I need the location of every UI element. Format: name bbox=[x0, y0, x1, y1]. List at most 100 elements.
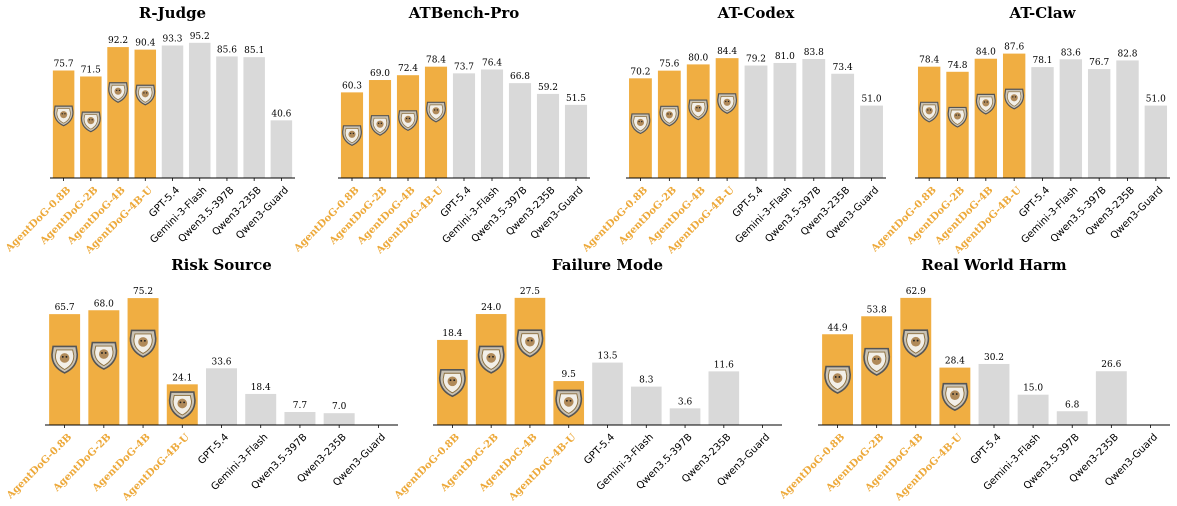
icon-face bbox=[871, 355, 882, 365]
bar bbox=[715, 58, 739, 178]
icon-eye bbox=[143, 339, 146, 342]
value-label: 75.6 bbox=[659, 60, 679, 70]
value-label: 51.0 bbox=[1146, 95, 1166, 105]
value-label: 84.4 bbox=[717, 47, 737, 57]
icon-eye bbox=[696, 107, 698, 109]
value-label: 83.6 bbox=[1061, 48, 1081, 58]
icon-eye bbox=[453, 379, 456, 382]
icon-eye bbox=[405, 117, 408, 120]
x-tick-label: AgentDoG-0.8B bbox=[392, 432, 462, 502]
icon-face bbox=[59, 353, 70, 363]
model-icon bbox=[342, 125, 362, 147]
icon-eye bbox=[641, 120, 643, 123]
chart-title: ATBench-Pro bbox=[408, 4, 520, 22]
icon-eye bbox=[88, 119, 91, 121]
value-label: 7.0 bbox=[332, 402, 347, 412]
icon-eye bbox=[638, 120, 640, 123]
value-label: 74.8 bbox=[947, 61, 967, 71]
icon-face bbox=[665, 111, 673, 119]
bar bbox=[744, 65, 768, 178]
icon-eye bbox=[725, 100, 727, 103]
x-tick-label: AgentDoG-0.8B bbox=[4, 432, 74, 502]
bar bbox=[243, 57, 265, 178]
chart-title: R-Judge bbox=[139, 4, 206, 22]
value-label: 66.8 bbox=[510, 72, 530, 82]
value-label: 65.7 bbox=[55, 303, 75, 313]
x-tick-label: GPT-5.4 bbox=[196, 432, 231, 467]
value-label: 15.0 bbox=[1023, 384, 1043, 394]
icon-eye bbox=[873, 358, 876, 360]
value-label: 27.5 bbox=[520, 287, 540, 297]
icon-face bbox=[447, 376, 458, 387]
value-label: 62.9 bbox=[906, 287, 926, 297]
chart-title: AT-Claw bbox=[1009, 4, 1077, 22]
model-icon bbox=[824, 365, 852, 394]
icon-eye bbox=[65, 355, 68, 358]
value-label: 75.2 bbox=[133, 287, 153, 297]
value-label: 83.8 bbox=[804, 48, 824, 58]
value-label: 85.6 bbox=[217, 45, 237, 55]
value-label: 3.6 bbox=[678, 397, 693, 407]
icon-face bbox=[404, 115, 412, 123]
value-label: 87.6 bbox=[1004, 43, 1024, 53]
icon-eye bbox=[408, 117, 411, 120]
icon-face bbox=[177, 398, 188, 409]
bar bbox=[216, 56, 238, 179]
icon-face bbox=[99, 349, 109, 359]
model-icon bbox=[516, 329, 544, 358]
icon-eye bbox=[1012, 96, 1014, 98]
value-label: 24.1 bbox=[172, 373, 192, 383]
model-icon bbox=[659, 105, 680, 127]
bar bbox=[323, 413, 355, 425]
value-label: 76.7 bbox=[1089, 58, 1109, 68]
model-icon bbox=[108, 82, 129, 103]
icon-face bbox=[636, 118, 645, 127]
model-icon bbox=[168, 391, 196, 420]
value-label: 95.2 bbox=[190, 32, 210, 42]
value-label: 9.5 bbox=[562, 370, 577, 380]
icon-eye bbox=[492, 355, 494, 358]
icon-eye bbox=[527, 339, 530, 342]
value-label: 11.6 bbox=[714, 360, 734, 370]
value-label: 60.3 bbox=[342, 81, 362, 91]
value-label: 92.2 bbox=[108, 36, 128, 46]
icon-face bbox=[953, 112, 962, 120]
model-icon bbox=[919, 101, 940, 123]
bar bbox=[564, 104, 588, 178]
bar bbox=[284, 412, 316, 425]
icon-eye bbox=[433, 109, 436, 111]
value-label: 82.8 bbox=[1117, 49, 1137, 59]
icon-eye bbox=[116, 89, 118, 92]
model-icon bbox=[863, 347, 891, 376]
icon-eye bbox=[101, 352, 103, 354]
icon-eye bbox=[380, 122, 383, 124]
value-label: 13.5 bbox=[597, 352, 617, 362]
value-label: 73.4 bbox=[833, 63, 853, 73]
bar bbox=[1056, 411, 1088, 425]
bar bbox=[536, 93, 560, 178]
bar bbox=[974, 58, 998, 178]
model-icon bbox=[438, 369, 466, 398]
value-label: 78.1 bbox=[1032, 56, 1052, 66]
model-icon bbox=[941, 382, 969, 411]
icon-face bbox=[138, 337, 148, 347]
icon-eye bbox=[955, 393, 958, 395]
icon-eye bbox=[698, 107, 701, 109]
bar bbox=[270, 120, 293, 178]
icon-face bbox=[114, 87, 122, 95]
icon-eye bbox=[61, 355, 64, 358]
value-label: 72.4 bbox=[398, 64, 418, 74]
chart-title: Real World Harm bbox=[921, 256, 1066, 274]
icon-eye bbox=[670, 113, 672, 115]
value-label: 81.0 bbox=[775, 52, 795, 62]
bar bbox=[860, 105, 883, 178]
icon-eye bbox=[727, 100, 730, 103]
x-tick-label: AgentDoG-4B-U bbox=[506, 432, 578, 504]
model-icon bbox=[129, 329, 157, 358]
icon-face bbox=[486, 353, 496, 363]
bar bbox=[1116, 60, 1139, 179]
value-label: 44.9 bbox=[828, 323, 848, 333]
bar bbox=[708, 371, 740, 425]
icon-eye bbox=[64, 113, 66, 115]
model-icon bbox=[477, 345, 505, 374]
